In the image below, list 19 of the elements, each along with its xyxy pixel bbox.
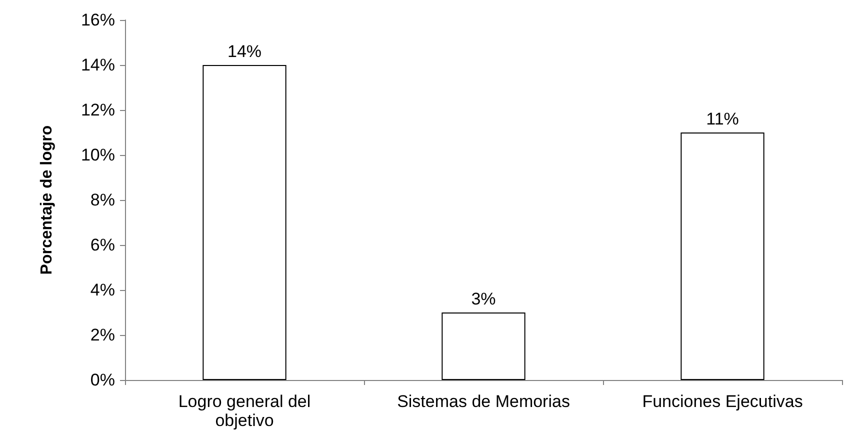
y-tick-label: 2% [90, 326, 115, 344]
y-tick-label: 12% [80, 100, 115, 120]
y-tick-label: 14% [80, 56, 115, 74]
data-label: 11% [706, 110, 739, 128]
y-tick-label: 6% [90, 236, 115, 254]
bar [442, 312, 526, 380]
x-tick-label: Logro general del objetivo [178, 392, 311, 430]
y-tick-label: 16% [80, 10, 115, 30]
y-axis-title: Porcentaje de logro [38, 125, 56, 275]
bar [202, 65, 286, 380]
x-tick-label: Funciones Ejecutivas [642, 392, 803, 411]
x-tick-label: Sistemas de Memorias [397, 392, 570, 411]
y-tick-label: 8% [90, 190, 115, 210]
y-tick-label: 0% [90, 370, 115, 390]
y-tick-label: 10% [80, 146, 115, 164]
y-tick-label: 4% [90, 280, 115, 300]
bar [680, 132, 764, 380]
data-label: 14% [227, 42, 262, 61]
data-label: 3% [471, 290, 496, 308]
